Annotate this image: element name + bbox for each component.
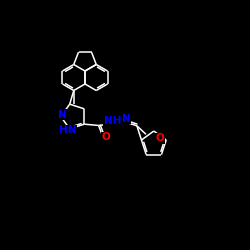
- Text: O: O: [156, 133, 164, 143]
- Text: HN: HN: [59, 125, 76, 135]
- Text: N: N: [58, 110, 66, 120]
- Text: NH: NH: [104, 116, 122, 126]
- Text: N: N: [122, 114, 131, 124]
- Text: O: O: [102, 132, 110, 142]
